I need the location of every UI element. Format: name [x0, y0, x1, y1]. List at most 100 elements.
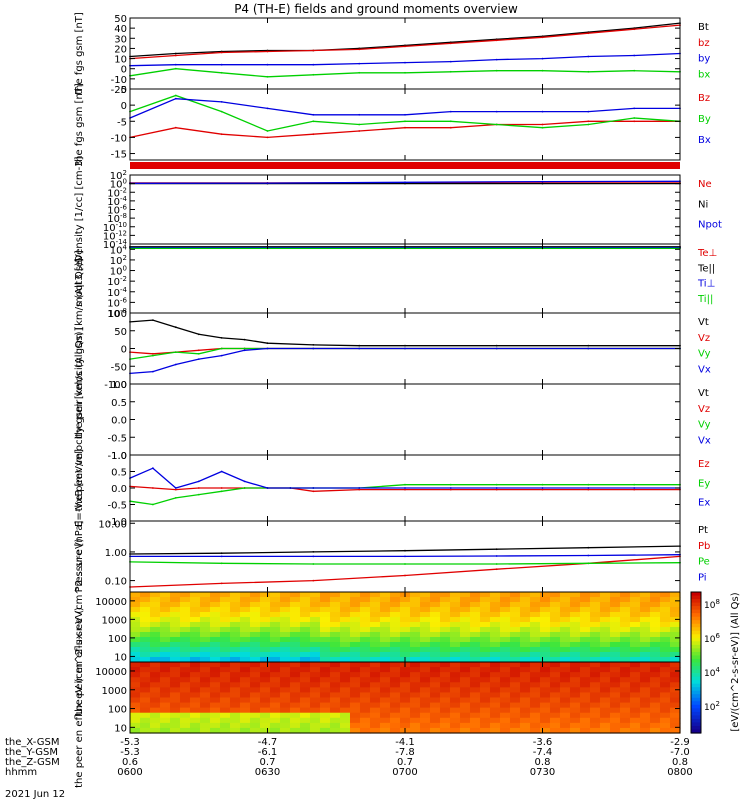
colorbar-cell: [691, 627, 701, 632]
spectrogram-cell: [310, 727, 321, 734]
spectrogram-cell: [170, 612, 181, 618]
spectrogram-cell: [140, 672, 151, 678]
spectrogram-cell: [660, 692, 671, 699]
spectrogram-cell: [450, 717, 461, 724]
spectrogram-cell: [620, 632, 631, 638]
spectrogram-cell: [450, 707, 461, 714]
spectrogram-cell: [350, 692, 361, 699]
spectrogram-cell: [440, 727, 451, 734]
spectrogram-cell: [640, 612, 651, 618]
spectrogram-cell: [630, 627, 641, 633]
spectrogram-cell: [440, 687, 451, 694]
spectrogram-cell: [380, 597, 391, 603]
spectrogram-cell: [590, 652, 601, 658]
spectrogram-cell: [590, 657, 601, 663]
colorbar-cell: [691, 666, 701, 671]
spectrogram-cell: [470, 712, 481, 719]
spectrogram-cell: [410, 592, 421, 598]
spectrogram-cell: [590, 682, 601, 688]
y-tick-label: -20: [111, 85, 127, 96]
colorbar-cell: [691, 595, 701, 600]
spectrogram-cell: [520, 697, 531, 704]
spectrogram-cell: [330, 707, 341, 714]
spectrogram-cell: [190, 602, 201, 608]
spectrogram-cell: [220, 662, 231, 668]
spectrogram-cell: [400, 612, 411, 618]
spectrogram-cell: [340, 687, 351, 694]
spectrogram-cell: [240, 647, 251, 653]
spectrogram-cell: [350, 722, 361, 729]
spectrogram-cell: [150, 667, 161, 673]
spectrogram-cell: [130, 592, 141, 598]
spectrogram-cell: [660, 672, 671, 678]
series-point-by: [587, 55, 590, 58]
spectrogram-cell: [510, 697, 521, 704]
series-point-Ey: [174, 497, 177, 499]
legend-label: Vy: [698, 349, 711, 360]
spectrogram-cell: [220, 702, 231, 709]
spectrogram-cell: [480, 622, 491, 628]
spectrogram-cell: [400, 712, 411, 719]
spectrogram-cell: [220, 622, 231, 628]
spectrogram-cell: [670, 632, 681, 638]
spectrogram-cell: [530, 667, 541, 673]
spectrogram-cell: [550, 692, 561, 699]
legend-label: Ex: [698, 498, 710, 509]
spectrogram-cell: [570, 672, 581, 678]
spectrogram-cell: [340, 597, 351, 603]
spectrogram-cell: [170, 697, 181, 704]
spectrogram-cell: [210, 727, 221, 734]
spectrogram-cell: [320, 657, 331, 663]
spectrogram-cell: [580, 662, 591, 668]
colorbar-cell: [691, 623, 701, 628]
spectrogram-cell: [670, 712, 681, 719]
spectrogram-cell: [150, 727, 161, 734]
spectrogram-cell: [640, 607, 651, 613]
spectrogram-cell: [450, 662, 461, 668]
spectrogram-cell: [520, 592, 531, 598]
spectrogram-cell: [180, 682, 191, 688]
spectrogram-cell: [420, 657, 431, 663]
spectrogram-cell: [420, 607, 431, 613]
spectrogram-cell: [260, 627, 271, 633]
spectrogram-cell: [450, 697, 461, 704]
spectrogram-cell: [280, 612, 291, 618]
spectrogram-cell: [270, 707, 281, 714]
legend-label: Pe: [698, 557, 710, 568]
spectrogram-cell: [330, 712, 341, 719]
spectrogram-cell: [380, 692, 391, 699]
spectrogram-cell: [440, 622, 451, 628]
spectrogram-cell: [540, 592, 551, 598]
panel-ylabel: the peir velocity gsm [km/s (All Qs)]: [74, 258, 85, 439]
spectrogram-cell: [370, 667, 381, 673]
spectrogram-cell: [300, 617, 311, 623]
series-point-Ni: [404, 182, 406, 185]
spectrogram-cell: [150, 592, 161, 598]
spectrogram-cell: [180, 637, 191, 643]
spectrogram-cell: [160, 702, 171, 709]
spectrogram-cell: [660, 727, 671, 734]
spectrogram-cell: [370, 682, 381, 688]
spectrogram-cell: [370, 642, 381, 648]
spectrogram-cell: [610, 722, 621, 729]
spectrogram-cell: [510, 612, 521, 618]
spectrogram-cell: [340, 592, 351, 598]
spectrogram-cell: [450, 592, 461, 598]
spectrogram-cell: [200, 677, 211, 683]
spectrogram-cell: [280, 722, 291, 729]
spectrogram-cell: [430, 707, 441, 714]
spectrogram-cell: [490, 647, 501, 653]
spectrogram-cell: [620, 707, 631, 714]
series-point-Ex: [495, 487, 498, 489]
series-point-Pb: [220, 582, 223, 585]
spectrogram-cell: [670, 662, 681, 668]
spectrogram-cell: [650, 622, 661, 628]
spectrogram-cell: [470, 652, 481, 658]
spectrogram-cell: [440, 692, 451, 699]
spectrogram-cell: [470, 667, 481, 673]
separator-band: [130, 162, 680, 169]
spectrogram-cell: [640, 727, 651, 734]
spectrogram-cell: [400, 652, 411, 658]
spectrogram-cell: [530, 692, 541, 699]
